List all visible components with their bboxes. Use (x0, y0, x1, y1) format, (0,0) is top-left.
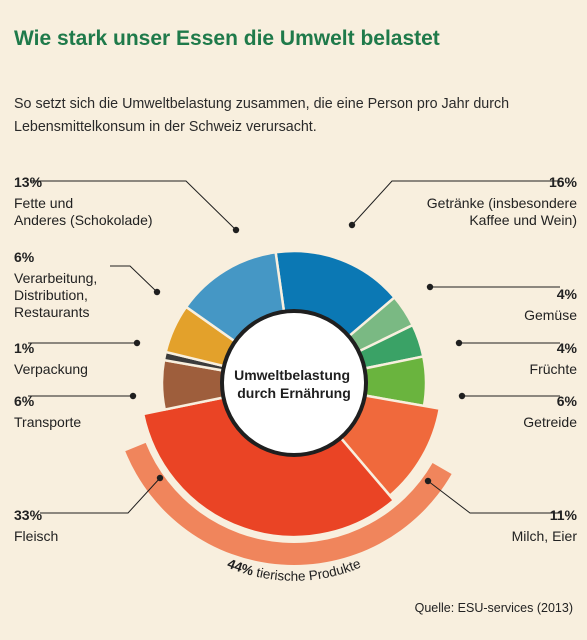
value-gemuese: 4% (556, 286, 577, 302)
text-gemuese: Gemüse (524, 307, 577, 323)
center-circle (220, 309, 368, 457)
label-milch-eier: 11% Milch, Eier (512, 490, 577, 545)
leader-line (30, 180, 237, 231)
text-getreide: Getreide (523, 414, 577, 430)
leader-dot (424, 477, 432, 485)
leader-dot (458, 392, 466, 400)
label-fruechte: 4% Früchte (530, 323, 577, 378)
leader-dot (156, 474, 164, 482)
value-verpackung: 1% (14, 340, 35, 356)
label-verarbeitung: 6% Verarbeitung, Distribution, Restaurant… (14, 232, 97, 321)
leader-dot (133, 339, 141, 347)
text-fette: Fette und Anderes (Schokolade) (14, 195, 153, 228)
leader-dot (153, 288, 161, 296)
label-fleisch: 33% Fleisch (14, 490, 58, 545)
value-fleisch: 33% (14, 507, 43, 523)
value-verarbeitung: 6% (14, 249, 35, 265)
label-getreide: 6% Getreide (523, 376, 577, 431)
leader-line (40, 477, 161, 514)
source-note: Quelle: ESU-services (2013) (414, 601, 573, 615)
value-transporte: 6% (14, 393, 35, 409)
leader-dot (455, 339, 463, 347)
value-getreide: 6% (556, 393, 577, 409)
leader-dot (129, 392, 137, 400)
text-transporte: Transporte (14, 414, 82, 430)
page-title: Wie stark unser Essen die Umwelt belaste… (14, 27, 440, 50)
leader-line (427, 480, 560, 514)
text-fruechte: Früchte (529, 361, 577, 377)
leader-line (351, 180, 560, 226)
text-milch-eier: Milch, Eier (511, 528, 577, 544)
center-label: Umweltbelastung durch Ernährung (234, 367, 354, 401)
label-getraenke: 16% Getränke (insbesondere Kaffee und Wei… (427, 157, 577, 229)
value-fette: 13% (14, 174, 43, 190)
value-milch-eier: 11% (549, 507, 577, 523)
leader-dot (426, 283, 434, 291)
text-verpackung: Verpackung (14, 361, 88, 377)
label-gemuese: 4% Gemüse (524, 269, 577, 324)
label-verpackung: 1% Verpackung (14, 323, 88, 378)
leader-dot (348, 221, 356, 229)
center-label-line-1: Umweltbelastung (234, 367, 350, 383)
value-fruechte: 4% (556, 340, 577, 356)
label-transporte: 6% Transporte (14, 376, 81, 431)
value-getraenke: 16% (548, 174, 577, 190)
text-verarbeitung: Verarbeitung, Distribution, Restaurants (14, 270, 98, 320)
text-getraenke: Getränke (insbesondere Kaffee und Wein) (426, 195, 577, 228)
leader-dot (232, 226, 240, 234)
center-label-line-2: durch Ernährung (237, 385, 351, 401)
subtitle: So setzt sich die Umweltbelastung zusamm… (14, 96, 510, 135)
leader-line (110, 265, 158, 293)
label-fette: 13% Fette und Anderes (Schokolade) (14, 157, 153, 229)
text-fleisch: Fleisch (14, 528, 59, 544)
animal-products-band (125, 442, 452, 566)
